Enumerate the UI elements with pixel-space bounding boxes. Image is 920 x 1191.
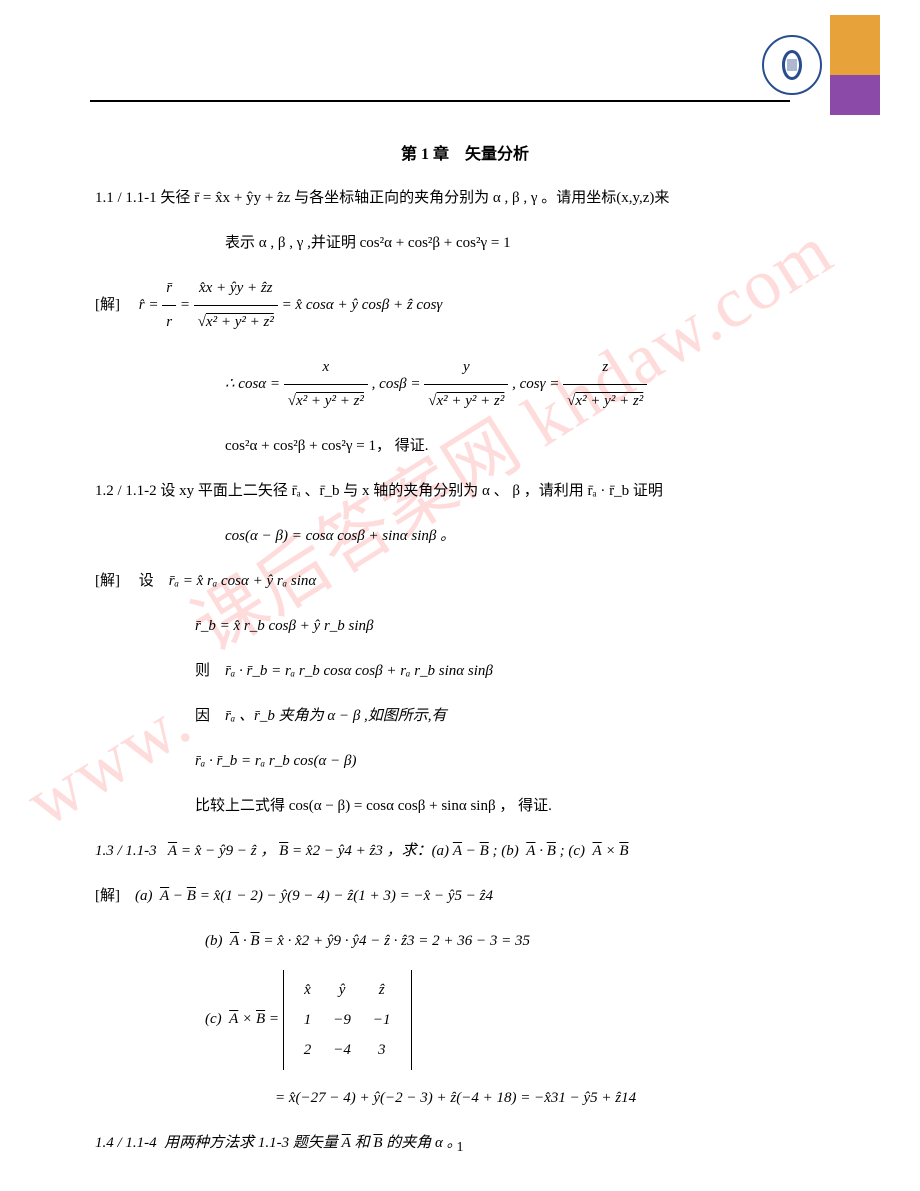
p12-then: 则 r̄ₐ · r̄_b = rₐ r_b cosα cosβ + rₐ r_b… — [95, 655, 835, 688]
block-purple — [830, 75, 880, 115]
block-orange — [830, 15, 880, 75]
p13-c-result-text: = x̂(−27 − 4) + ŷ(−2 − 3) + ẑ(−4 + 18) =… — [275, 1090, 636, 1106]
logo-glyph-icon — [772, 45, 812, 85]
chapter-title: 第 1 章 矢量分析 — [95, 140, 835, 164]
p12-angle: r̄ₐ 、r̄_b 夹角为 α − β ,如图所示,有 — [225, 708, 447, 724]
p12-compare: 比较上二式得 cos(α − β) = cosα cosβ + sinα sin… — [95, 790, 835, 823]
p11-eq2: ∴ cosα = x√x² + y² + z² , cosβ = y√x² + … — [95, 351, 835, 418]
p13-b: (b) A · B = x̂ · x̂2 + ŷ9 · ŷ4 − ẑ · ẑ3 … — [95, 925, 835, 958]
m01: ŷ — [323, 976, 361, 1004]
p12-eq: cos(α − β) = cosα cosβ + sinα sinβ 。 — [95, 520, 835, 553]
p12-eq-text: cos(α − β) = cosα cosβ + sinα sinβ 。 — [225, 528, 455, 544]
determinant-matrix: x̂ŷẑ 1−9−1 2−43 — [283, 970, 412, 1070]
p11-solution: [解] r̂ = r̄r = x̂x + ŷy + ẑz√x² + y² + z… — [95, 272, 835, 339]
p12-dot2-text: r̄ₐ · r̄_b = rₐ r_b cos(α − β) — [195, 753, 356, 769]
m12: −1 — [363, 1006, 401, 1034]
m02: ẑ — [363, 976, 401, 1004]
university-logo — [762, 35, 822, 95]
because-label: 因 — [195, 708, 210, 724]
p11-statement: 1.1 / 1.1-1 矢径 r̄ = x̂x + ŷy + ẑz 与各坐标轴正… — [95, 182, 835, 215]
then-label: 则 — [195, 663, 210, 679]
p12-dot2: r̄ₐ · r̄_b = rₐ r_b cos(α − β) — [95, 745, 835, 778]
header-color-blocks — [830, 15, 880, 115]
p12-statement: 1.2 / 1.1-2 设 xy 平面上二矢径 r̄ₐ 、r̄_b 与 x 轴的… — [95, 475, 835, 508]
p12-dot: r̄ₐ · r̄_b = rₐ r_b cosα cosβ + rₐ r_b s… — [225, 663, 493, 679]
m11: −9 — [323, 1006, 361, 1034]
p12-ra: r̄ₐ = x̂ rₐ cosα + ŷ rₐ sinα — [169, 573, 316, 589]
p12-rb-text: r̄_b = x̂ r_b cosβ + ŷ r_b sinβ — [195, 618, 374, 634]
m22: 3 — [363, 1036, 401, 1064]
page-content: 第 1 章 矢量分析 1.1 / 1.1-1 矢径 r̄ = x̂x + ŷy … — [95, 140, 835, 1172]
p13-c: (c) A × B = x̂ŷẑ 1−9−1 2−43 — [95, 970, 835, 1070]
p11-eq1: r̂ = r̄r = x̂x + ŷy + ẑz√x² + y² + z² = … — [139, 297, 443, 313]
page-number: 1 — [0, 1140, 920, 1156]
p12-because: 因 r̄ₐ 、r̄_b 夹角为 α − β ,如图所示,有 — [95, 700, 835, 733]
sol-label-3: [解] — [95, 888, 120, 904]
sol-label: [解] — [95, 297, 120, 313]
m00: x̂ — [294, 976, 322, 1004]
p11-eq3: cos²α + cos²β + cos²γ = 1， 得证. — [95, 430, 835, 463]
m10: 1 — [294, 1006, 322, 1034]
p13-statement: 1.3 / 1.1-3 A = x̂ − ŷ9 − ẑ ， B = x̂2 − … — [95, 835, 835, 868]
p12-rb: r̄_b = x̂ r_b cosβ + ŷ r_b sinβ — [95, 610, 835, 643]
sol-label-2: [解] — [95, 573, 120, 589]
p12-solution: [解] 设 r̄ₐ = x̂ rₐ cosα + ŷ rₐ sinα — [95, 565, 835, 598]
m21: −4 — [323, 1036, 361, 1064]
p11-line2: 表示 α , β , γ ,并证明 cos²α + cos²β + cos²γ … — [95, 227, 835, 260]
let-label: 设 — [139, 573, 154, 589]
m20: 2 — [294, 1036, 322, 1064]
p13-c-result: = x̂(−27 − 4) + ŷ(−2 − 3) + ẑ(−4 + 18) =… — [95, 1082, 835, 1115]
header-rule — [90, 100, 790, 102]
p13-a: [解] (a) A − B = x̂(1 − 2) − ŷ(9 − 4) − ẑ… — [95, 880, 835, 913]
